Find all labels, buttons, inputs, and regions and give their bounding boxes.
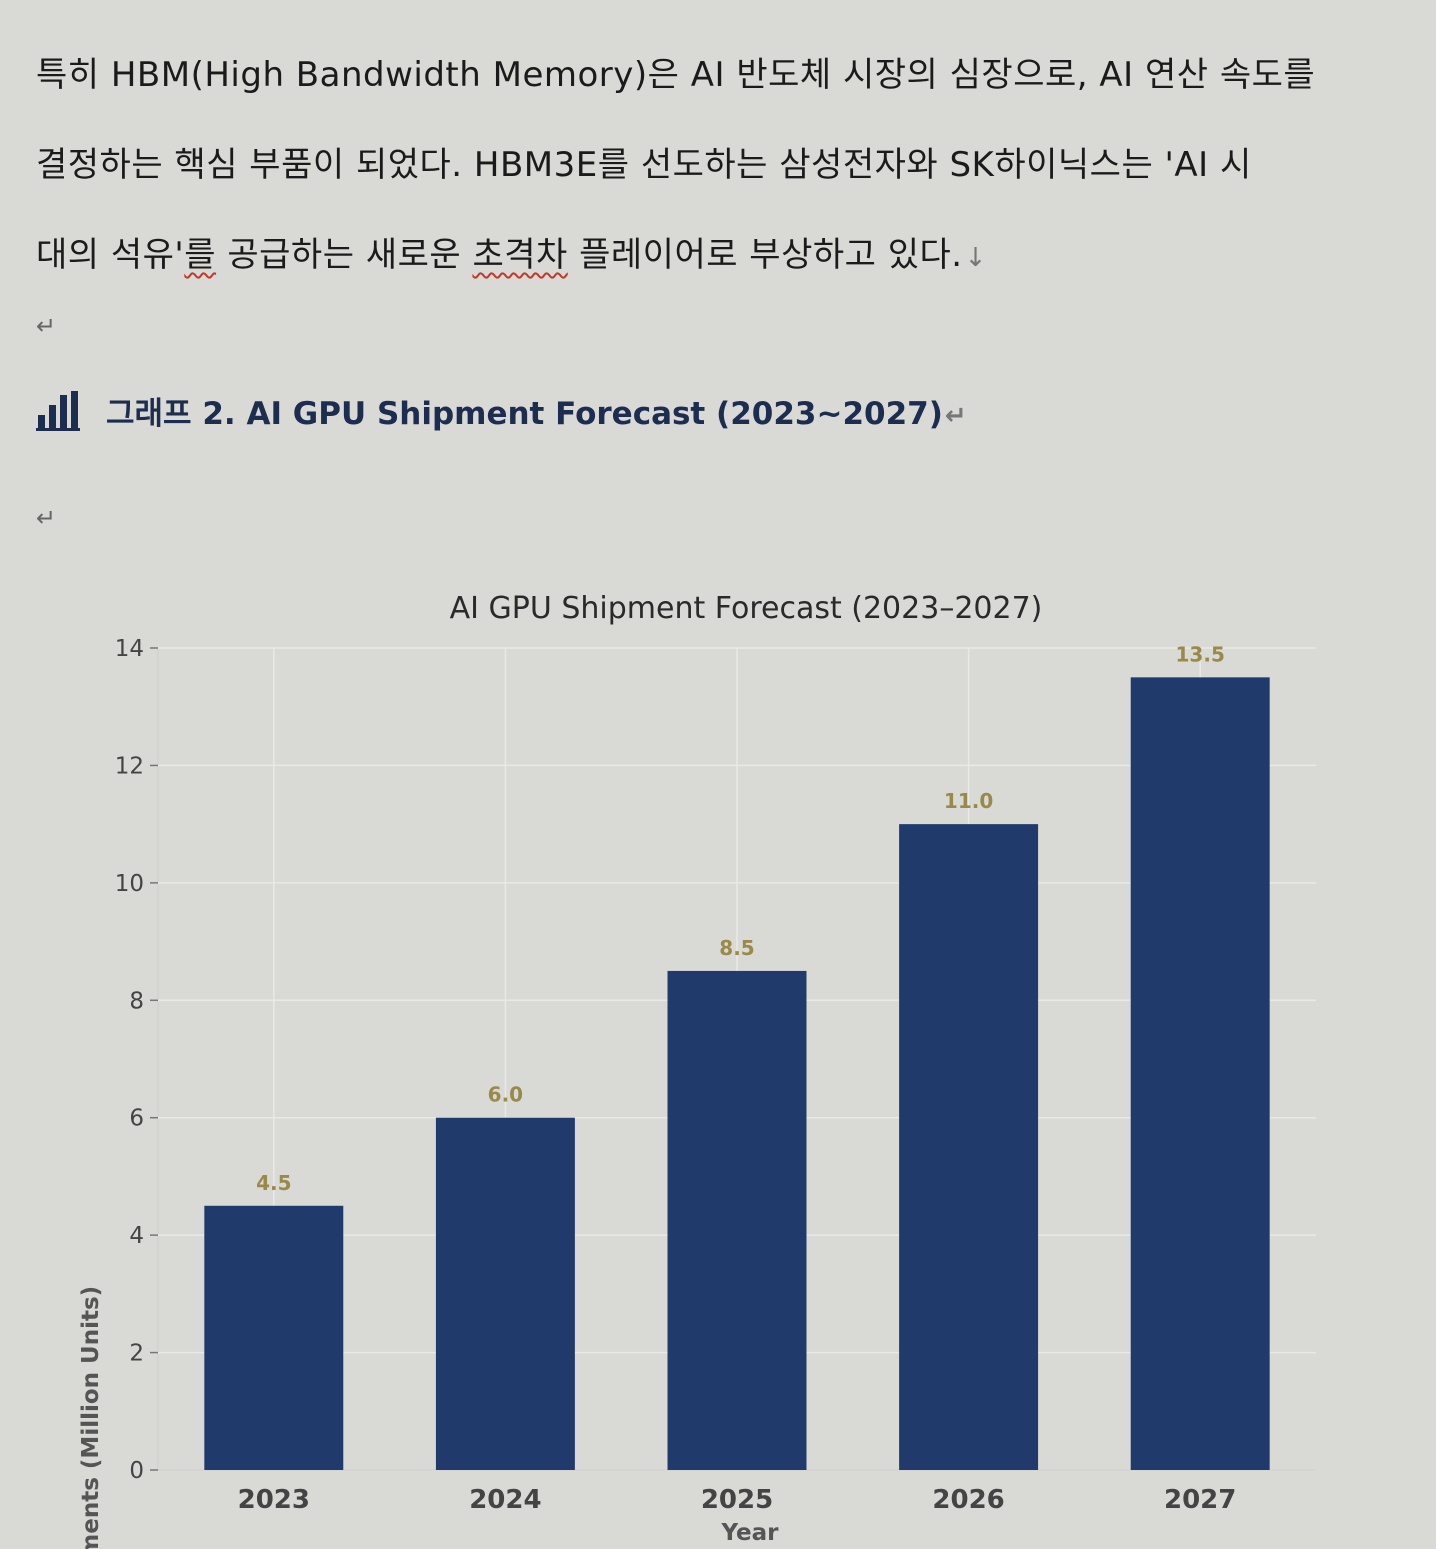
x-axis-ticks: 2023 2024 2025 2026 2027 — [238, 1485, 1237, 1515]
y-tick-label: 6 — [129, 1106, 144, 1132]
y-axis-label: Shipments (Million Units) — [78, 1286, 104, 1549]
y-tick-label: 14 — [115, 636, 144, 662]
y-tick-label: 2 — [129, 1341, 144, 1367]
paragraph-mark-icon: ↓ — [964, 243, 987, 273]
bar-2025 — [667, 970, 807, 1470]
chart-bars — [204, 677, 1270, 1470]
paragraph-line-1: 특히 HBM(High Bandwidth Memory)은 AI 반도체 시장… — [36, 55, 1316, 95]
bar-2023 — [204, 1205, 344, 1470]
spellcheck-flagged-word[interactable]: 를 — [184, 235, 217, 275]
body-paragraph: 특히 HBM(High Bandwidth Memory)은 AI 반도체 시장… — [36, 30, 1416, 303]
value-label-2026: 11.0 — [944, 789, 993, 813]
y-tick-label: 0 — [129, 1458, 144, 1484]
graph-heading-label: 그래프 2. AI GPU Shipment Forecast (2023~20… — [106, 396, 943, 432]
bar-chart: AI GPU Shipment Forecast (2023–2027) 4.5… — [78, 591, 1316, 1549]
y-tick-label: 4 — [129, 1223, 144, 1249]
y-tick-label: 12 — [115, 753, 144, 779]
paragraph-mark-icon: ↵ — [944, 401, 967, 431]
x-tick-label: 2025 — [701, 1485, 773, 1515]
empty-paragraph-mark-icon: ↵ — [36, 504, 57, 532]
spellcheck-flagged-word[interactable]: 초격차 — [472, 235, 568, 275]
bar-2024 — [435, 1117, 575, 1470]
graph-heading: 그래프 2. AI GPU Shipment Forecast (2023~20… — [36, 388, 967, 433]
paragraph-line-3: 대의 석유'를 공급하는 새로운 초격차 플레이어로 부상하고 있다.↓ — [36, 210, 1416, 303]
y-tick-label: 10 — [115, 871, 144, 897]
bar-chart-icon — [36, 390, 80, 431]
x-tick-label: 2026 — [932, 1485, 1004, 1515]
x-tick-label: 2024 — [469, 1485, 541, 1515]
bar-2027 — [1130, 677, 1270, 1470]
graph-heading-text: 그래프 2. AI GPU Shipment Forecast (2023~20… — [106, 388, 967, 433]
text-segment: 플레이어로 부상하고 있다. — [567, 235, 963, 275]
text-segment: 대의 석유' — [36, 235, 185, 275]
y-axis-ticks: 0 2 4 6 8 10 12 14 — [115, 636, 158, 1484]
x-axis-label: Year — [720, 1520, 779, 1546]
chart-title: AI GPU Shipment Forecast (2023–2027) — [450, 591, 1043, 626]
value-label-2025: 8.5 — [719, 936, 754, 960]
text-segment: 공급하는 새로운 — [216, 235, 473, 275]
value-label-2023: 4.5 — [256, 1171, 291, 1195]
value-label-2024: 6.0 — [488, 1083, 523, 1107]
empty-paragraph-mark-icon: ↵ — [36, 312, 57, 340]
chart-value-labels: 4.5 6.0 8.5 11.0 13.5 — [256, 642, 1225, 1194]
x-tick-label: 2023 — [238, 1485, 310, 1515]
y-tick-label: 8 — [129, 988, 144, 1014]
paragraph-line-2: 결정하는 핵심 부품이 되었다. HBM3E를 선도하는 삼성전자와 SK하이닉… — [36, 145, 1252, 185]
bar-2026 — [899, 824, 1039, 1470]
value-label-2027: 13.5 — [1176, 642, 1225, 666]
x-tick-label: 2027 — [1164, 1485, 1236, 1515]
